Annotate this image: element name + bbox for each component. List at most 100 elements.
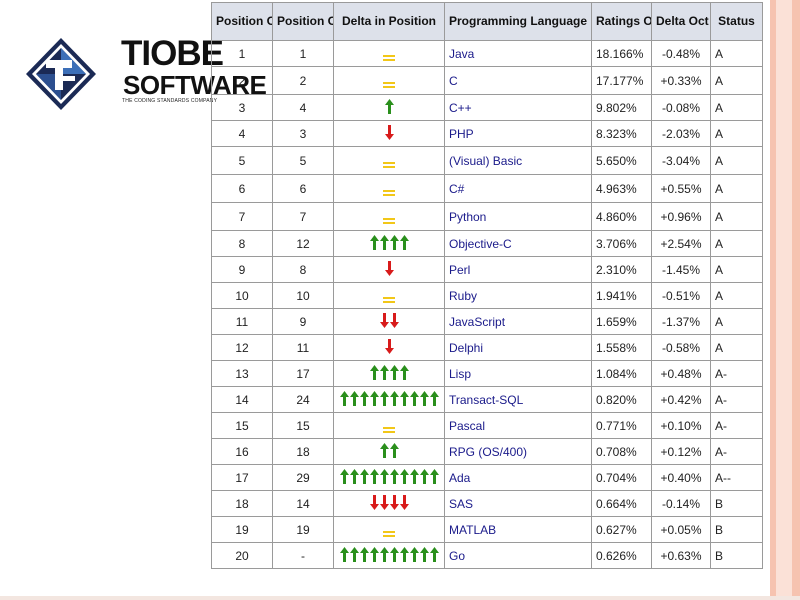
delta-indicator [369, 364, 409, 380]
delta-indicator [384, 98, 394, 114]
cell-rating: 1.084% [591, 360, 652, 387]
equal-sign-icon [383, 55, 395, 61]
equal-sign-icon [383, 297, 395, 303]
cell-status: A [710, 40, 763, 67]
delta-indicator [369, 234, 409, 250]
slide-border-stripe-inner [776, 0, 792, 600]
cell-rating: 0.708% [591, 438, 652, 465]
cell-delta-rating: +0.40% [651, 464, 711, 491]
logo-tagline: THE CODING STANDARDS COMPANY [122, 98, 218, 104]
cell-position-2010: 19 [211, 516, 273, 543]
cell-rating: 17.177% [591, 66, 652, 95]
cell-language: MATLAB [444, 516, 592, 543]
delta-indicator [383, 55, 395, 61]
cell-rating: 0.627% [591, 516, 652, 543]
cell-position-2009: 18 [272, 438, 334, 465]
cell-language: C# [444, 174, 592, 203]
cell-position-2010: 12 [211, 334, 273, 361]
cell-status: A [710, 120, 763, 147]
cell-language: Transact-SQL [444, 386, 592, 413]
table-row: 20- Go 0.626% +0.63% B [211, 542, 763, 569]
cell-language: SAS [444, 490, 592, 517]
cell-rating: 5.650% [591, 146, 652, 175]
cell-language: Go [444, 542, 592, 569]
cell-rating: 0.820% [591, 386, 652, 413]
cell-delta-rating: +0.96% [651, 202, 711, 231]
cell-status: A [710, 308, 763, 335]
cell-rating: 1.558% [591, 334, 652, 361]
up-arrow-icon [369, 364, 379, 380]
cell-language: Ada [444, 464, 592, 491]
cell-status: A [710, 66, 763, 95]
delta-indicator [379, 312, 399, 328]
cell-status: A [710, 334, 763, 361]
up-arrow-icon [419, 546, 429, 562]
cell-delta-position [333, 308, 445, 335]
cell-position-2009: 17 [272, 360, 334, 387]
cell-language: Perl [444, 256, 592, 283]
down-arrow-icon [399, 494, 409, 510]
cell-language: Lisp [444, 360, 592, 387]
cell-language: Delphi [444, 334, 592, 361]
down-arrow-icon [384, 124, 394, 140]
delta-indicator [339, 390, 439, 406]
cell-rating: 0.771% [591, 412, 652, 439]
up-arrow-icon [349, 390, 359, 406]
table-row: 9 8 Perl 2.310% -1.45% A [211, 256, 763, 283]
up-arrow-icon [399, 390, 409, 406]
header-status: Status [710, 2, 763, 41]
header-delta-2009: Delta Oct 2009 [651, 2, 711, 41]
cell-position-2009: 2 [272, 66, 334, 95]
table-row: 8 12 Objective-C 3.706% +2.54% A [211, 230, 763, 257]
cell-rating: 18.166% [591, 40, 652, 67]
logo-wordmark-tiobe: TIOBE [121, 34, 224, 73]
up-arrow-icon [429, 546, 439, 562]
cell-delta-rating: -0.51% [651, 282, 711, 309]
table-row: 15 15 Pascal 0.771% +0.10% A- [211, 412, 763, 439]
cell-status: B [710, 490, 763, 517]
cell-delta-position [333, 542, 445, 569]
cell-delta-rating: -0.08% [651, 94, 711, 121]
cell-rating: 9.802% [591, 94, 652, 121]
up-arrow-icon [349, 468, 359, 484]
up-arrow-icon [389, 234, 399, 250]
table-row: 6 6 C# 4.963% +0.55% A [211, 174, 763, 203]
cell-position-2009: 9 [272, 308, 334, 335]
cell-delta-rating: +0.10% [651, 412, 711, 439]
up-arrow-icon [369, 468, 379, 484]
cell-rating: 0.704% [591, 464, 652, 491]
cell-status: A- [710, 412, 763, 439]
cell-delta-rating: -1.45% [651, 256, 711, 283]
cell-rating: 0.626% [591, 542, 652, 569]
table-row: 4 3 PHP 8.323% -2.03% A [211, 120, 763, 147]
delta-indicator [384, 260, 394, 276]
table-row: 18 14 SAS 0.664% -0.14% B [211, 490, 763, 517]
cell-position-2010: 3 [211, 94, 273, 121]
up-arrow-icon [339, 390, 349, 406]
down-arrow-icon [389, 494, 399, 510]
cell-position-2009: 1 [272, 40, 334, 67]
cell-status: A- [710, 438, 763, 465]
cell-status: A [710, 202, 763, 231]
up-arrow-icon [429, 468, 439, 484]
tiobe-logo: TIOBE SOFTWARE THE CODING STANDARDS COMP… [24, 34, 267, 112]
up-arrow-icon [359, 468, 369, 484]
cell-position-2009: 3 [272, 120, 334, 147]
up-arrow-icon [389, 442, 399, 458]
cell-language: Pascal [444, 412, 592, 439]
up-arrow-icon [389, 390, 399, 406]
down-arrow-icon [384, 260, 394, 276]
cell-delta-position [333, 282, 445, 309]
header-position-2010: Position Oct 2010 [211, 2, 273, 41]
header-position-2009: Position Oct 2009 [272, 2, 334, 41]
cell-position-2009: 19 [272, 516, 334, 543]
table-row: 14 24 Transact-SQL 0.820% +0.42% A- [211, 386, 763, 413]
delta-indicator [383, 531, 395, 537]
cell-delta-rating: -3.04% [651, 146, 711, 175]
cell-status: B [710, 516, 763, 543]
table-row: 3 4 C++ 9.802% -0.08% A [211, 94, 763, 121]
up-arrow-icon [419, 390, 429, 406]
cell-position-2009: 6 [272, 174, 334, 203]
cell-language: Python [444, 202, 592, 231]
header-language: Programming Language [444, 2, 592, 41]
